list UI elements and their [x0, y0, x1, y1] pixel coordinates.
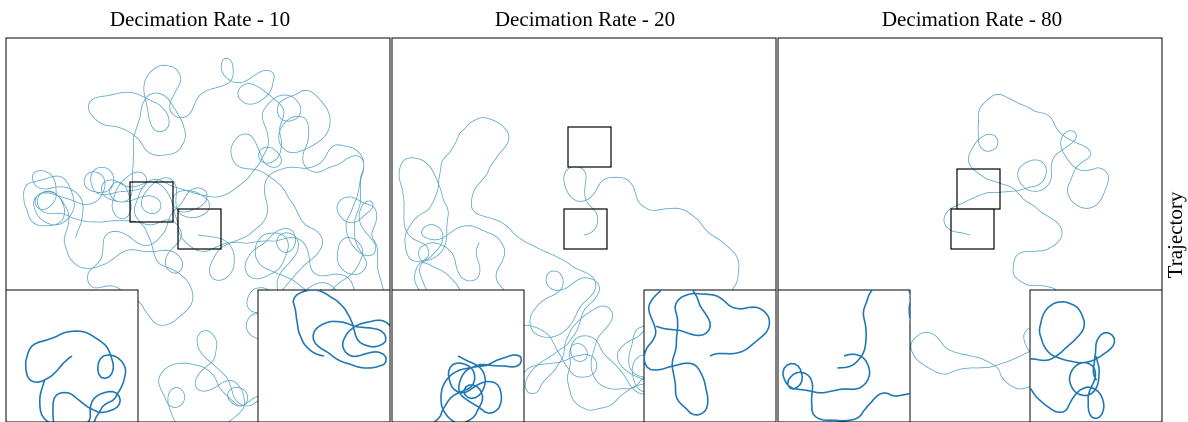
trajectory [23, 57, 389, 422]
zoom-box [177, 208, 222, 250]
panel-border [5, 37, 391, 422]
zoom-box [567, 126, 612, 168]
zoom-box [950, 208, 995, 250]
panel-title: Decimation Rate - 10 [110, 7, 290, 31]
panel [6, 38, 390, 422]
inset-trajectory [432, 354, 523, 422]
inset-trajectory [24, 330, 127, 422]
panel-title: Decimation Rate - 80 [882, 7, 1062, 31]
inset-trajectory [644, 290, 771, 416]
zoom-box [129, 181, 174, 223]
inset-trajectory [292, 290, 390, 369]
panel [778, 38, 1162, 422]
panel-border [777, 37, 1163, 422]
inset-trajectory [782, 290, 910, 422]
panel-border [391, 37, 777, 422]
side-label: Trajectory [1163, 191, 1187, 278]
panel [392, 38, 776, 422]
panels [5, 37, 1163, 422]
zoom-box [563, 208, 608, 250]
panel-title: Decimation Rate - 20 [495, 7, 675, 31]
trajectory [910, 93, 1109, 390]
inset-trajectory [1030, 300, 1116, 420]
